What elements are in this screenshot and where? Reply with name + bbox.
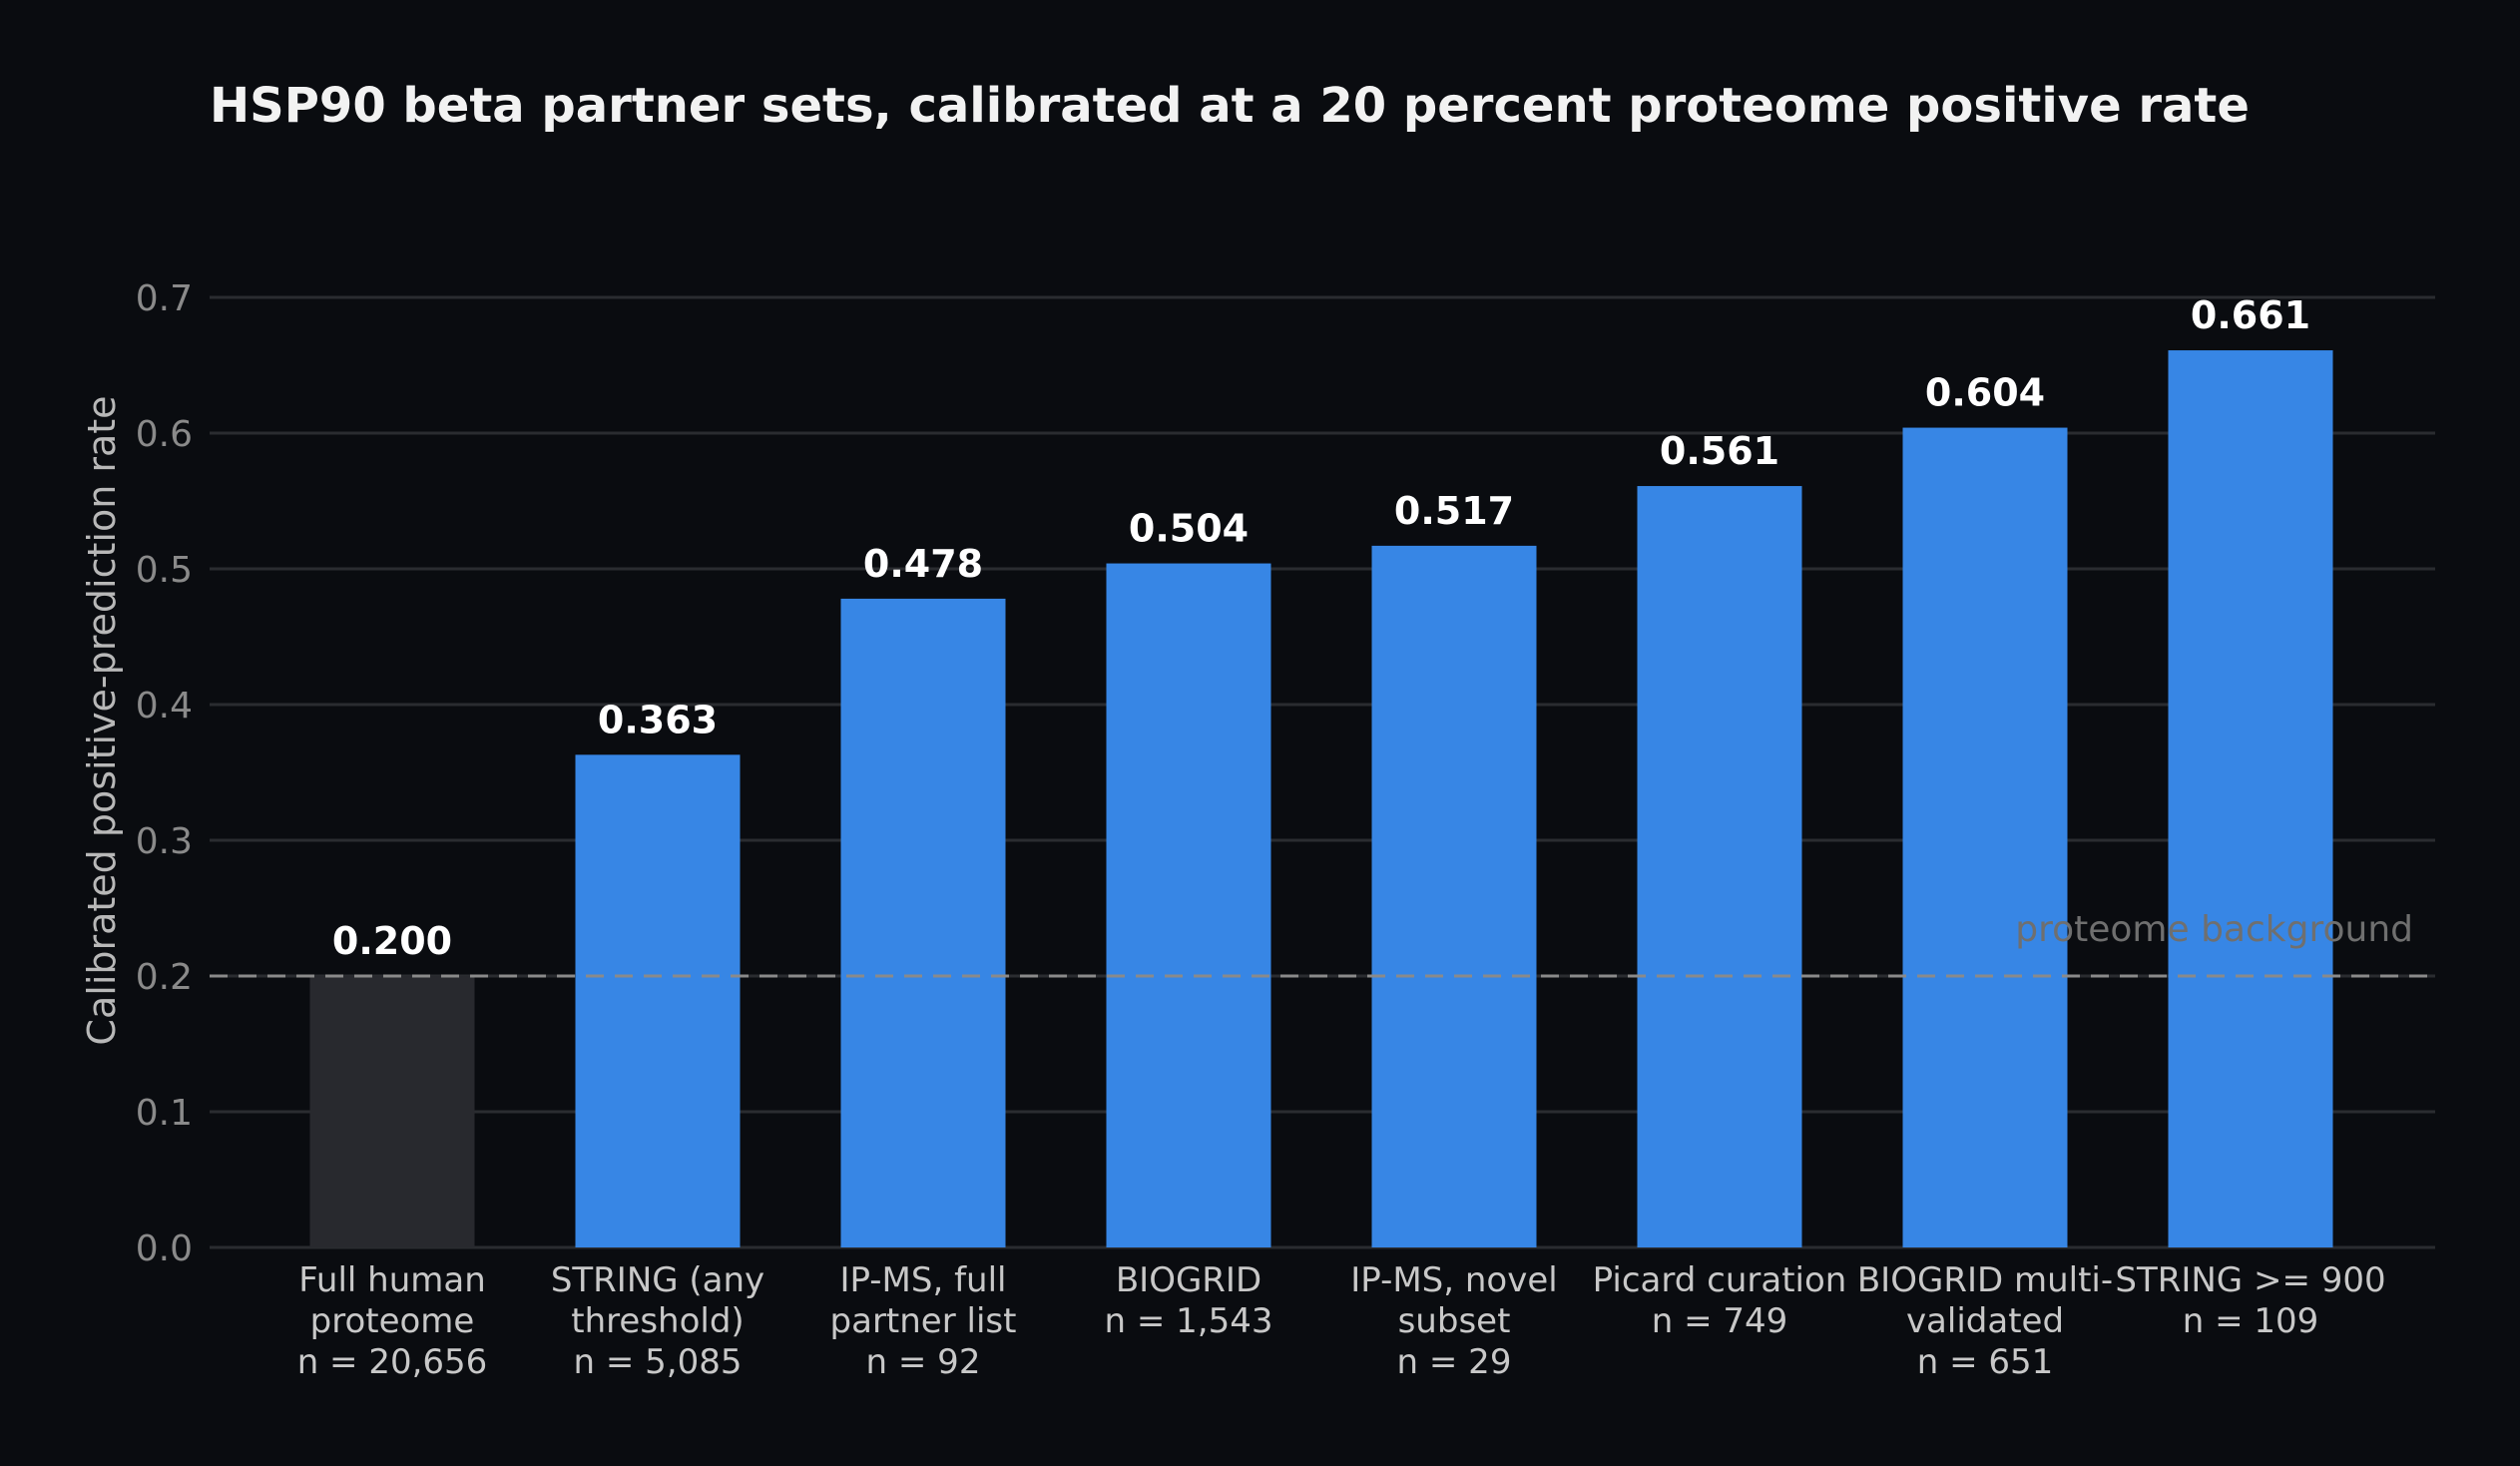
bar [840,598,1006,1247]
reference-line-label: proteome background [2015,909,2413,950]
chart-title: HSP90 beta partner sets, calibrated at a… [210,78,2250,134]
x-tick-label: STRING >= 900 n = 109 [2115,1260,2385,1341]
x-tick-label-line: Full human [298,1260,486,1300]
x-tick-label-line: partner list [830,1301,1017,1341]
bar [575,754,741,1247]
y-axis-ticks: 0.0 0.1 0.2 0.3 0.4 0.5 0.6 0.7 [136,278,193,1269]
y-tick-label: 0.2 [136,957,193,998]
y-tick-label: 0.0 [136,1228,193,1269]
bars [309,350,2333,1247]
value-labels: 0.200 0.363 0.478 0.504 0.517 0.561 0.604 0.661 [332,293,2310,963]
reference-line-group: proteome background [210,909,2435,978]
y-tick-label: 0.1 [136,1093,193,1134]
bar-value-label: 0.661 [2191,293,2310,337]
y-axis-label: Calibrated positive-prediction rate [80,395,124,1045]
y-tick-label: 0.5 [136,550,193,591]
grid-lines [210,295,2435,1249]
x-tick-label-line: IP-MS, novel [1350,1260,1557,1300]
y-tick-label: 0.3 [136,821,193,862]
bar [1371,545,1537,1247]
x-tick-label-line: STRING >= 900 [2115,1260,2385,1300]
category-labels: Full human proteome n = 20,656 STRING (any t… [297,1260,2386,1382]
x-tick-label-line: n = 29 [1397,1342,1512,1382]
x-tick-label: Full human proteome n = 20,656 [297,1260,488,1382]
y-tick-label: 0.6 [136,414,193,455]
x-tick-label-line: BIOGRID multi- [1857,1260,2113,1300]
x-tick-label-line: n = 651 [1917,1342,2054,1382]
x-tick-label-line: n = 749 [1652,1301,1788,1341]
x-tick-label: STRING (any threshold) n = 5,085 [551,1260,764,1382]
x-tick-label-line: n = 5,085 [574,1342,743,1382]
bar-value-label: 0.504 [1129,507,1249,551]
x-tick-label-line: n = 1,543 [1105,1301,1273,1341]
x-tick-label-line: n = 109 [2183,1301,2319,1341]
x-tick-label: Picard curation n = 749 [1593,1260,1847,1341]
bar [1106,563,1271,1247]
bar [2168,350,2333,1247]
bar-value-label: 0.478 [863,542,983,586]
x-tick-label-line: validated [1906,1301,2064,1341]
x-tick-label-line: STRING (any [551,1260,764,1300]
bar-value-label: 0.561 [1660,429,1779,473]
x-tick-label-line: IP-MS, full [840,1260,1007,1300]
x-tick-label-line: threshold) [571,1301,744,1341]
bar [309,976,475,1247]
bar-value-label: 0.604 [1925,371,2045,415]
bar-value-label: 0.517 [1394,489,1514,533]
bar-value-label: 0.363 [598,698,718,741]
bar-value-label: 0.200 [332,919,452,963]
y-tick-label: 0.7 [136,278,193,319]
x-tick-label: BIOGRID multi-validated n = 651 [1857,1260,2113,1382]
x-tick-label: IP-MS, novel subset n = 29 [1350,1260,1557,1382]
x-tick-label-line: proteome [310,1301,475,1341]
bar [1637,486,1802,1247]
x-tick-label: BIOGRID n = 1,543 [1105,1260,1273,1341]
x-tick-label-line: subset [1398,1301,1511,1341]
x-tick-label: IP-MS, full partner list n = 92 [830,1260,1017,1382]
y-tick-label: 0.4 [136,686,193,727]
x-tick-label-line: BIOGRID [1116,1260,1261,1300]
bar [1902,427,2068,1247]
x-tick-label-line: n = 92 [866,1342,981,1382]
x-tick-label-line: n = 20,656 [297,1342,488,1382]
x-tick-label-line: Picard curation [1593,1260,1847,1300]
